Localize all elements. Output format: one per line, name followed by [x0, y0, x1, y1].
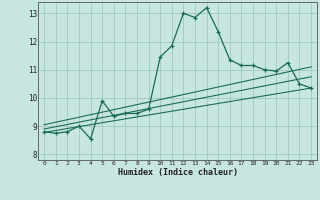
X-axis label: Humidex (Indice chaleur): Humidex (Indice chaleur) [118, 168, 238, 177]
